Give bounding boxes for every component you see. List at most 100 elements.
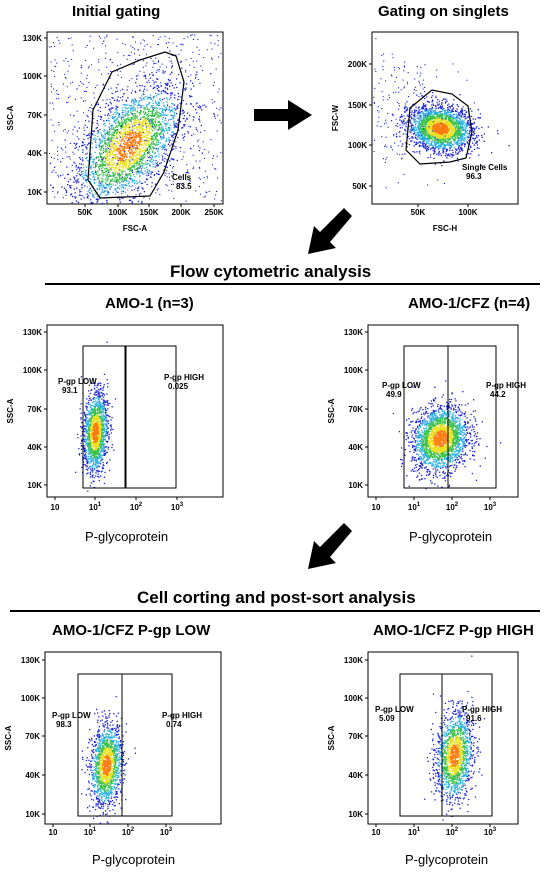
title-flow-analysis: Flow cytometric analysis [170,262,372,281]
amo1-frame [46,324,224,498]
low-xtick-label: 102 [122,827,135,837]
xlabel-amo1cfz: P-glycoprotein [409,529,493,544]
singlets-ylabel: FSC-W [331,104,340,131]
low-high-gate-value: 0.74 [166,720,182,729]
initial-xlabel: FSC-A [123,224,148,233]
singlets-gate-value: 96.3 [466,172,482,181]
high-low-gate-name: P-gp LOW [375,705,414,714]
low-ytick-label: 100K [21,694,40,703]
amo1-low-gate-value: 93.1 [62,386,78,395]
title-amo1: AMO-1 (n=3) [105,295,194,312]
high-ytick-label: 10K [348,810,363,819]
initial-ytick-label: 10K [27,188,42,197]
high-xtick-label: 101 [408,827,421,837]
plot-initial-gating: 10K 40K 70K 100K 130K 50K 100K 150K 200K 250K SSC-… [6,31,224,233]
plot-pgp-low: 10K 40K 70K 100K 130K 10 101 102 103 SSC-A P-gp LO… [4,651,222,837]
high-ytick-label: 70K [348,732,363,741]
low-high-gate-name: P-gp HIGH [162,711,202,720]
initial-ytick-label: 40K [27,149,42,158]
xlabel-high: P-glycoprotein [405,852,489,867]
low-xtick-label: 101 [84,827,97,837]
singlets-gate-polygon [405,89,473,165]
amo1-xtick-label: 103 [171,502,184,512]
low-ytick-label: 40K [25,771,40,780]
plot-singlets: 50K 100K 150K 200K 50K 100K FSC-W FSC-H Single C… [331,31,519,233]
amo1cfz-ytick-label: 40K [348,443,363,452]
amo1-ytick-label: 130K [23,328,42,337]
amo1-ytick-label: 40K [27,443,42,452]
arrow-down-left-icon-2 [308,523,352,569]
initial-gate-polygon [87,51,185,199]
initial-gate-value: 83.5 [176,182,192,191]
amo1-ytick-label: 100K [23,366,42,375]
amo1-low-gate-name: P-gp LOW [58,377,97,386]
initial-ylabel: SSC-A [6,105,15,130]
amo1cfz-xtick-label: 101 [408,502,421,512]
initial-xtick-label: 100K [108,208,127,217]
amo1cfz-high-gate-value: 44.2 [490,390,506,399]
singlets-ytick-label: 200K [348,60,367,69]
low-ylabel: SSC-A [4,725,13,750]
low-frame [44,651,222,825]
initial-ytick-label: 70K [27,111,42,120]
amo1cfz-ytick-label: 10K [348,481,363,490]
singlets-xtick-label: 100K [458,208,477,217]
high-gate-high [441,673,493,817]
high-xtick-label: 103 [484,827,497,837]
low-ytick-label: 70K [25,732,40,741]
amo1-gate-low [82,345,126,489]
amo1cfz-ytick-label: 130K [344,328,363,337]
high-ytick-label: 40K [348,771,363,780]
high-ytick-label: 130K [344,656,363,665]
amo1-xtick-label: 101 [89,502,102,512]
high-high-gate-value: 91.6 [466,714,482,723]
initial-gate-name: Cells [172,173,192,182]
title-singlets: Gating on singlets [378,3,509,20]
xlabel-low: P-glycoprotein [92,852,176,867]
initial-ytick-label: 130K [23,34,42,43]
initial-xtick-label: 250K [204,208,223,217]
initial-sparse-points [49,34,222,202]
amo1-high-gate-value: 0.025 [168,382,189,391]
low-ytick-label: 10K [25,810,40,819]
initial-ytick-label: 100K [23,72,42,81]
high-xtick-label: 102 [446,827,459,837]
singlets-xlabel: FSC-H [433,224,458,233]
divider-flow [45,283,540,285]
amo1cfz-ylabel: SSC-A [327,398,336,423]
singlets-points [390,92,510,167]
high-ylabel: SSC-A [327,725,336,750]
singlets-ytick-label: 50K [352,182,367,191]
title-sort: Cell corting and post-sort analysis [137,588,416,607]
arrow-down-left-icon [308,208,352,254]
singlets-xtick-label: 50K [411,208,426,217]
singlets-ytick-label: 100K [348,141,367,150]
amo1cfz-low-gate-name: P-gp LOW [382,381,421,390]
amo1cfz-xtick-label: 103 [484,502,497,512]
amo1cfz-xtick-label: 102 [446,502,459,512]
low-gate-high [121,673,173,817]
high-high-gate-name: P-gp HIGH [462,705,502,714]
amo1-xtick-label: 10 [51,503,60,512]
plot-amo1: 10K 40K 70K 100K 130K 10 101 102 103 SSC-A P-gp LO… [6,324,224,512]
singlets-sparse-points [373,38,475,189]
amo1cfz-xtick-label: 10 [372,503,381,512]
amo1-ylabel: SSC-A [6,398,15,423]
amo1cfz-low-gate-value: 49.9 [386,390,402,399]
amo1-gate-high [125,345,177,489]
low-ytick-label: 130K [21,656,40,665]
amo1-ytick-label: 10K [27,481,42,490]
amo1cfz-gate-high [447,345,497,489]
title-initial-gating: Initial gating [72,3,161,20]
high-low-gate-value: 5.09 [379,714,395,723]
amo1cfz-ytick-label: 70K [348,405,363,414]
plot-pgp-high: 10K 40K 70K 100K 130K 10 101 102 103 SSC-A P-gp LO… [327,651,519,837]
low-xtick-label: 10 [49,828,58,837]
divider-sort [10,610,540,612]
xlabel-amo1: P-glycoprotein [85,529,169,544]
initial-xtick-label: 50K [78,208,93,217]
initial-xtick-label: 150K [139,208,158,217]
arrow-right-icon [254,100,312,130]
singlets-gate-name: Single Cells [462,163,508,172]
